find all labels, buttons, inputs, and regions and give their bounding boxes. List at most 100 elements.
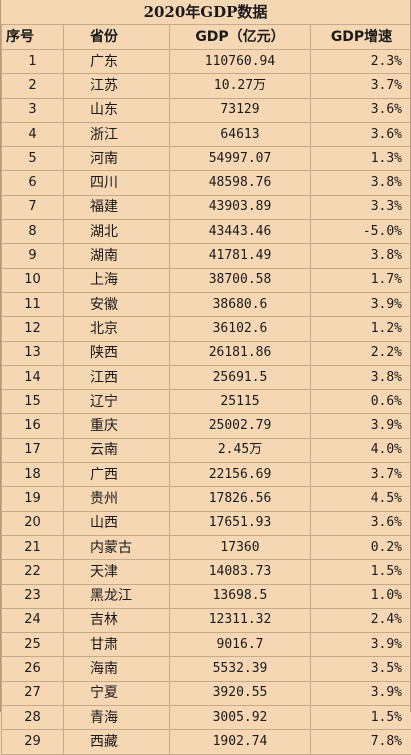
province-cell: 江西 xyxy=(64,365,170,389)
rank-cell: 6 xyxy=(2,171,64,195)
gdp-cell: 48598.76 xyxy=(170,171,311,195)
gdp-cell: 3005.92 xyxy=(170,706,311,730)
gdp-cell: 43903.89 xyxy=(170,195,311,219)
rank-cell: 7 xyxy=(2,195,64,219)
province-cell: 北京 xyxy=(64,317,170,341)
header-row: 序号 省份 GDP（亿元） GDP增速 xyxy=(2,25,411,50)
growth-cell: 3.6% xyxy=(311,122,411,146)
header-growth: GDP增速 xyxy=(311,25,411,50)
growth-cell: 2.3% xyxy=(311,50,411,74)
growth-cell: 2.2% xyxy=(311,341,411,365)
growth-cell: 3.7% xyxy=(311,463,411,487)
province-cell: 黑龙江 xyxy=(64,584,170,608)
province-cell: 辽宁 xyxy=(64,390,170,414)
province-cell: 吉林 xyxy=(64,608,170,632)
rank-cell: 8 xyxy=(2,220,64,244)
table-title: 2020年GDP数据 xyxy=(1,0,410,24)
gdp-cell: 38700.58 xyxy=(170,268,311,292)
rank-cell: 28 xyxy=(2,706,64,730)
rank-cell: 2 xyxy=(2,74,64,98)
growth-cell: 1.5% xyxy=(311,706,411,730)
gdp-cell: 3920.55 xyxy=(170,681,311,705)
growth-cell: 3.8% xyxy=(311,244,411,268)
province-cell: 重庆 xyxy=(64,414,170,438)
rank-cell: 29 xyxy=(2,730,64,754)
gdp-cell: 64613 xyxy=(170,122,311,146)
growth-cell: 3.8% xyxy=(311,171,411,195)
growth-cell: 3.9% xyxy=(311,681,411,705)
province-cell: 甘肃 xyxy=(64,633,170,657)
growth-cell: 1.2% xyxy=(311,317,411,341)
gdp-cell: 17651.93 xyxy=(170,511,311,535)
growth-cell: 3.9% xyxy=(311,414,411,438)
rank-cell: 10 xyxy=(2,268,64,292)
rank-cell: 12 xyxy=(2,317,64,341)
growth-cell: 3.9% xyxy=(311,292,411,316)
province-cell: 海南 xyxy=(64,657,170,681)
rank-cell: 11 xyxy=(2,292,64,316)
growth-cell: 7.8% xyxy=(311,730,411,754)
gdp-cell: 17360 xyxy=(170,535,311,559)
rank-cell: 20 xyxy=(2,511,64,535)
province-cell: 西藏 xyxy=(64,730,170,754)
province-cell: 河南 xyxy=(64,147,170,171)
gdp-cell: 25691.5 xyxy=(170,365,311,389)
rank-cell: 25 xyxy=(2,633,64,657)
province-cell: 广西 xyxy=(64,463,170,487)
province-cell: 内蒙古 xyxy=(64,535,170,559)
province-cell: 陕西 xyxy=(64,341,170,365)
gdp-cell: 73129 xyxy=(170,98,311,122)
growth-cell: 3.7% xyxy=(311,74,411,98)
gdp-cell: 36102.6 xyxy=(170,317,311,341)
province-cell: 云南 xyxy=(64,438,170,462)
rank-cell: 24 xyxy=(2,608,64,632)
province-cell: 湖南 xyxy=(64,244,170,268)
gdp-cell: 13698.5 xyxy=(170,584,311,608)
gdp-cell: 41781.49 xyxy=(170,244,311,268)
header-province: 省份 xyxy=(64,25,170,50)
growth-cell: 4.5% xyxy=(311,487,411,511)
rank-cell: 16 xyxy=(2,414,64,438)
growth-cell: 0.2% xyxy=(311,535,411,559)
growth-cell: 3.5% xyxy=(311,657,411,681)
growth-cell: 4.0% xyxy=(311,438,411,462)
rank-cell: 13 xyxy=(2,341,64,365)
province-cell: 广东 xyxy=(64,50,170,74)
rank-cell: 19 xyxy=(2,487,64,511)
gdp-cell: 54997.07 xyxy=(170,147,311,171)
rank-cell: 26 xyxy=(2,657,64,681)
gdp-cell: 10.27万 xyxy=(170,74,311,98)
gdp-cell: 25115 xyxy=(170,390,311,414)
gdp-cell: 1902.74 xyxy=(170,730,311,754)
gdp-cell: 12311.32 xyxy=(170,608,311,632)
province-cell: 湖北 xyxy=(64,220,170,244)
province-cell: 青海 xyxy=(64,706,170,730)
rank-cell: 9 xyxy=(2,244,64,268)
growth-cell: 1.0% xyxy=(311,584,411,608)
rank-cell: 27 xyxy=(2,681,64,705)
province-cell: 上海 xyxy=(64,268,170,292)
rank-cell: 18 xyxy=(2,463,64,487)
gdp-cell: 9016.7 xyxy=(170,633,311,657)
